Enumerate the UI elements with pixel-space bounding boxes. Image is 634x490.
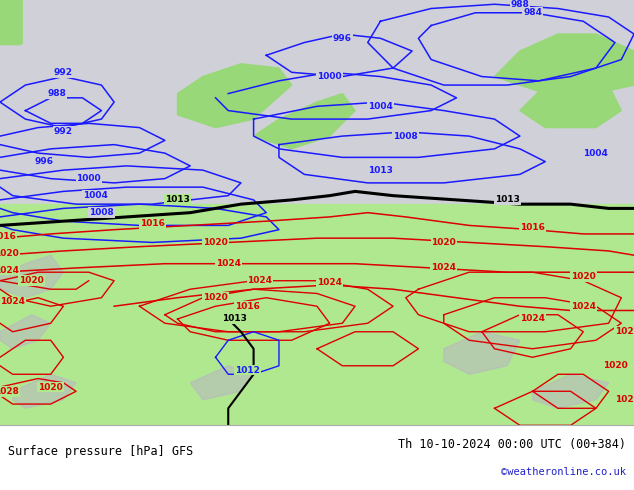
Text: 1013: 1013 — [222, 315, 247, 323]
Text: 988: 988 — [510, 0, 529, 9]
Text: 1024: 1024 — [247, 276, 273, 285]
Text: 1020: 1020 — [602, 361, 628, 370]
Text: 1024: 1024 — [571, 302, 596, 311]
Text: 996: 996 — [35, 157, 54, 166]
Text: 1020: 1020 — [203, 238, 228, 247]
Text: 1024: 1024 — [0, 266, 19, 274]
Text: 1016: 1016 — [235, 302, 260, 311]
Polygon shape — [533, 374, 609, 408]
Polygon shape — [254, 94, 355, 149]
Text: 988: 988 — [48, 89, 67, 98]
Text: 1012: 1012 — [235, 366, 260, 374]
Text: 984: 984 — [523, 8, 542, 17]
Text: 996: 996 — [333, 34, 352, 43]
Text: 1016: 1016 — [520, 223, 545, 232]
Text: 1013: 1013 — [368, 166, 393, 174]
Polygon shape — [520, 76, 621, 127]
Text: 1013: 1013 — [495, 196, 520, 204]
Bar — [0, 204, 634, 425]
Polygon shape — [13, 374, 76, 408]
Text: Surface pressure [hPa] GFS: Surface pressure [hPa] GFS — [8, 445, 193, 458]
Polygon shape — [495, 34, 634, 94]
Text: 1013: 1013 — [165, 196, 190, 204]
Text: 1000: 1000 — [77, 174, 101, 183]
Text: 1024: 1024 — [431, 264, 456, 272]
Text: 1020: 1020 — [38, 383, 63, 392]
Text: 1004: 1004 — [583, 148, 609, 158]
Polygon shape — [190, 366, 254, 400]
Text: 1020: 1020 — [0, 248, 19, 258]
Text: 1028: 1028 — [0, 387, 19, 396]
Text: 1004: 1004 — [82, 191, 108, 200]
Text: 1024: 1024 — [615, 327, 634, 336]
Text: 1024: 1024 — [0, 297, 25, 306]
Text: 1004: 1004 — [368, 102, 393, 111]
Polygon shape — [0, 255, 63, 298]
Text: 1000: 1000 — [318, 72, 342, 81]
Text: 1016: 1016 — [139, 219, 165, 228]
Text: 992: 992 — [54, 68, 73, 77]
Text: 1008: 1008 — [393, 132, 418, 141]
Text: 992: 992 — [54, 127, 73, 136]
Text: 1024: 1024 — [216, 259, 241, 268]
Text: 1020: 1020 — [431, 238, 456, 247]
Text: 1016: 1016 — [0, 232, 16, 241]
Text: 1024: 1024 — [317, 278, 342, 287]
FancyBboxPatch shape — [0, 0, 22, 45]
Text: 1020: 1020 — [571, 272, 596, 281]
Text: 1020: 1020 — [203, 293, 228, 302]
Text: 1024: 1024 — [615, 395, 634, 404]
Text: 1024: 1024 — [520, 315, 545, 323]
Polygon shape — [0, 315, 51, 349]
Polygon shape — [444, 332, 520, 374]
Text: 1020: 1020 — [19, 276, 44, 285]
Text: ©weatheronline.co.uk: ©weatheronline.co.uk — [501, 467, 626, 477]
Bar — [0, 0, 634, 234]
Text: 1008: 1008 — [89, 208, 114, 217]
Text: Th 10-10-2024 00:00 UTC (00+384): Th 10-10-2024 00:00 UTC (00+384) — [398, 438, 626, 451]
Polygon shape — [178, 64, 292, 127]
